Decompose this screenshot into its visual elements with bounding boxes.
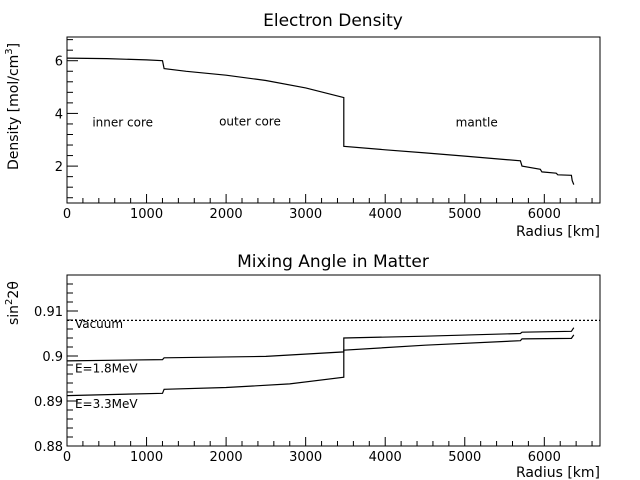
annotations: Vacuum E=1.8MeV E=3.3MeV: [75, 317, 138, 411]
x-tick-label: 1000: [130, 207, 163, 222]
y-axis-label-sup: 2: [4, 299, 15, 305]
annotation-label: outer core: [219, 114, 281, 128]
x-tick-label: 2000: [210, 207, 243, 222]
plot-frame: [66, 36, 601, 204]
y-tick-label: 0.9: [42, 350, 63, 365]
x-tick-label: 6000: [528, 450, 561, 465]
chart-title: Electron Density: [263, 11, 403, 31]
y-axis-label-main: Density [mol/cm: [6, 55, 22, 170]
plot-frame: [66, 274, 601, 447]
y-axis-label: sin22θ: [4, 281, 22, 325]
x-tick-label: 4000: [369, 207, 402, 222]
y-tick-label: 2: [55, 160, 63, 175]
x-tick-label: 0: [63, 450, 71, 465]
y-tick-label: 0.88: [34, 440, 63, 455]
annotation-label: E=3.3MeV: [75, 397, 138, 411]
panel-mixing-angle: Mixing Angle in Matter 0 1000 2000 3000 4000…: [4, 252, 601, 480]
annotation-label: E=1.8MeV: [75, 362, 138, 376]
series-line: [66, 327, 575, 362]
y-axis-label-close: 2θ: [6, 281, 22, 298]
y-tick-label: 6: [55, 55, 63, 70]
x-tick-label: 6000: [528, 207, 561, 222]
data-series: [66, 319, 600, 397]
y-tick-label: 0.89: [34, 395, 63, 410]
series-line: [66, 57, 575, 185]
data-series: [66, 57, 575, 185]
annotations: inner core outer core mantle: [92, 114, 497, 129]
x-axis-label: Radius [km]: [516, 224, 600, 240]
y-tick-label: 0.91: [34, 305, 63, 320]
annotation-label: mantle: [456, 116, 498, 130]
y-axis-label-close: ]: [6, 43, 22, 48]
axis-ticks: 0 1000 2000 3000 4000 5000 6000 2 4 6: [55, 39, 593, 222]
x-tick-label: 3000: [289, 207, 322, 222]
x-tick-label: 1000: [130, 450, 163, 465]
y-axis-label-sup: 3: [4, 48, 15, 54]
series-line: [66, 334, 575, 397]
annotation-label: inner core: [92, 116, 153, 130]
x-tick-label: 5000: [448, 207, 481, 222]
x-tick-label: 2000: [210, 450, 243, 465]
x-tick-label: 3000: [289, 450, 322, 465]
y-tick-label: 4: [55, 107, 63, 122]
chart-title: Mixing Angle in Matter: [237, 252, 429, 272]
x-axis-label: Radius [km]: [516, 465, 600, 480]
x-tick-label: 4000: [369, 450, 402, 465]
panel-electron-density: Electron Density 0 1000 2000 3000 4000 5000 60…: [4, 11, 601, 240]
x-tick-label: 0: [63, 207, 71, 222]
axis-ticks: 0 1000 2000 3000 4000 5000 6000 0.88 0.89 0.9 0.91: [34, 274, 593, 465]
annotation-label: Vacuum: [75, 317, 123, 331]
y-axis-label: Density [mol/cm3]: [4, 43, 22, 170]
x-tick-label: 5000: [448, 450, 481, 465]
y-axis-label-main: sin: [6, 305, 22, 325]
